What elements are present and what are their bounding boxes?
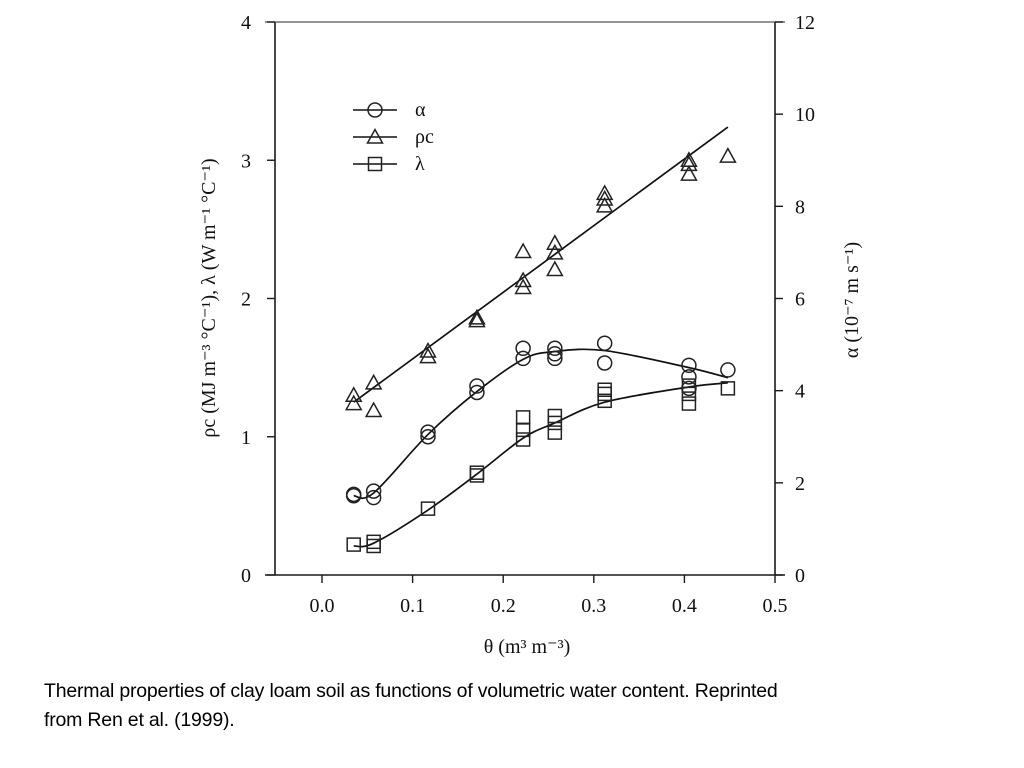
y2-tick-label: 0 <box>795 565 805 587</box>
x-tick-label: 0.0 <box>310 595 335 617</box>
circle-marker <box>365 483 382 499</box>
legend: α ρc λ <box>353 99 434 175</box>
caption-line-1: Thermal properties of clay loam soil as … <box>44 680 778 702</box>
square-marker <box>547 425 563 440</box>
triangle-marker <box>546 234 564 250</box>
triangle-marker <box>514 242 532 259</box>
triangle-marker <box>514 278 532 295</box>
triangle-marker <box>680 155 698 172</box>
x-tick-label: 0.1 <box>400 595 425 617</box>
square-marker <box>720 381 736 396</box>
square-marker <box>515 410 531 425</box>
triangle-marker <box>419 341 437 358</box>
y2-tick-label: 12 <box>795 12 815 34</box>
triangle-marker <box>468 308 486 325</box>
circle-marker <box>515 350 531 367</box>
triangle-marker <box>546 260 564 277</box>
circle-marker <box>681 369 697 385</box>
fit-curves <box>353 126 729 548</box>
square-marker <box>681 396 697 411</box>
square-marker <box>366 538 381 554</box>
square-marker <box>515 422 531 438</box>
triangle-marker <box>419 347 437 364</box>
square-marker <box>515 432 531 447</box>
legend-label: ρc <box>415 126 434 148</box>
triangle-marker <box>344 394 363 411</box>
circle-marker <box>420 424 436 440</box>
square-marker <box>420 501 436 516</box>
caption-line-2: from Ren et al. (1999). <box>44 709 235 731</box>
y2-tick-label: 8 <box>795 196 805 218</box>
circle-marker <box>469 384 485 401</box>
x-tick-label: 0.2 <box>491 595 516 617</box>
y2-tick-label: 10 <box>795 104 815 126</box>
triangle-marker <box>468 311 486 328</box>
circle-marker <box>596 335 613 351</box>
square-marker <box>597 393 612 409</box>
fit-curve-square <box>353 381 728 548</box>
legend-label: λ <box>415 153 425 175</box>
fit-curve-circle <box>353 348 729 500</box>
square-marker <box>346 537 361 552</box>
triangle-marker <box>680 165 698 181</box>
x-tick-label: 0.4 <box>672 595 697 617</box>
triangle-marker <box>595 196 614 213</box>
x-tick-label: 0.5 <box>763 595 788 617</box>
circle-marker <box>345 487 362 504</box>
triangle-marker <box>719 147 737 163</box>
y2-tick-label: 4 <box>795 381 805 403</box>
figure-caption: Thermal properties of clay loam soil as … <box>44 677 984 735</box>
y2-tick-label: 2 <box>795 473 805 495</box>
square-marker <box>469 468 485 483</box>
triangle-marker <box>595 189 614 206</box>
triangle-marker <box>546 243 564 260</box>
y-axis-title: ρc (MJ m⁻³ °C⁻¹), λ (W m⁻¹ °C⁻¹) <box>198 158 220 437</box>
square-marker <box>367 156 383 172</box>
triangle-marker <box>366 127 384 144</box>
circle-marker <box>681 357 697 374</box>
circle-marker <box>547 350 563 367</box>
circle-marker <box>596 355 613 371</box>
triangle-marker <box>514 271 532 288</box>
circle-marker <box>420 429 436 445</box>
y2-tick-label: 6 <box>795 289 805 311</box>
data-markers <box>344 147 737 554</box>
circle-marker <box>547 340 563 357</box>
x-axis-title: θ (m³ m⁻³) <box>484 636 571 658</box>
axis-titles: θ (m³ m⁻³) ρc (MJ m⁻³ °C⁻¹), λ (W m⁻¹ °C⁻… <box>198 158 863 658</box>
square-marker <box>681 378 697 393</box>
circle-marker <box>547 346 563 362</box>
y-tick-label: 2 <box>241 289 251 311</box>
fit-curve-triangle <box>353 126 729 403</box>
circle-marker <box>365 489 382 506</box>
circle-marker <box>515 340 531 357</box>
x-tick-label: 0.3 <box>581 595 606 617</box>
legend-label: α <box>415 99 426 121</box>
triangle-marker <box>364 373 383 390</box>
y-tick-label: 0 <box>241 565 251 587</box>
circle-marker <box>367 102 383 118</box>
y-tick-label: 4 <box>241 12 251 34</box>
square-marker <box>681 386 697 402</box>
y-tick-label: 3 <box>241 150 251 172</box>
square-marker <box>547 415 563 431</box>
circle-marker <box>720 362 736 378</box>
y-tick-label: 1 <box>241 427 251 449</box>
y2-axis-title: α (10⁻⁷ m s⁻¹) <box>841 242 863 358</box>
circle-marker <box>469 378 485 394</box>
triangle-marker <box>364 401 383 418</box>
triangle-marker <box>344 386 363 403</box>
